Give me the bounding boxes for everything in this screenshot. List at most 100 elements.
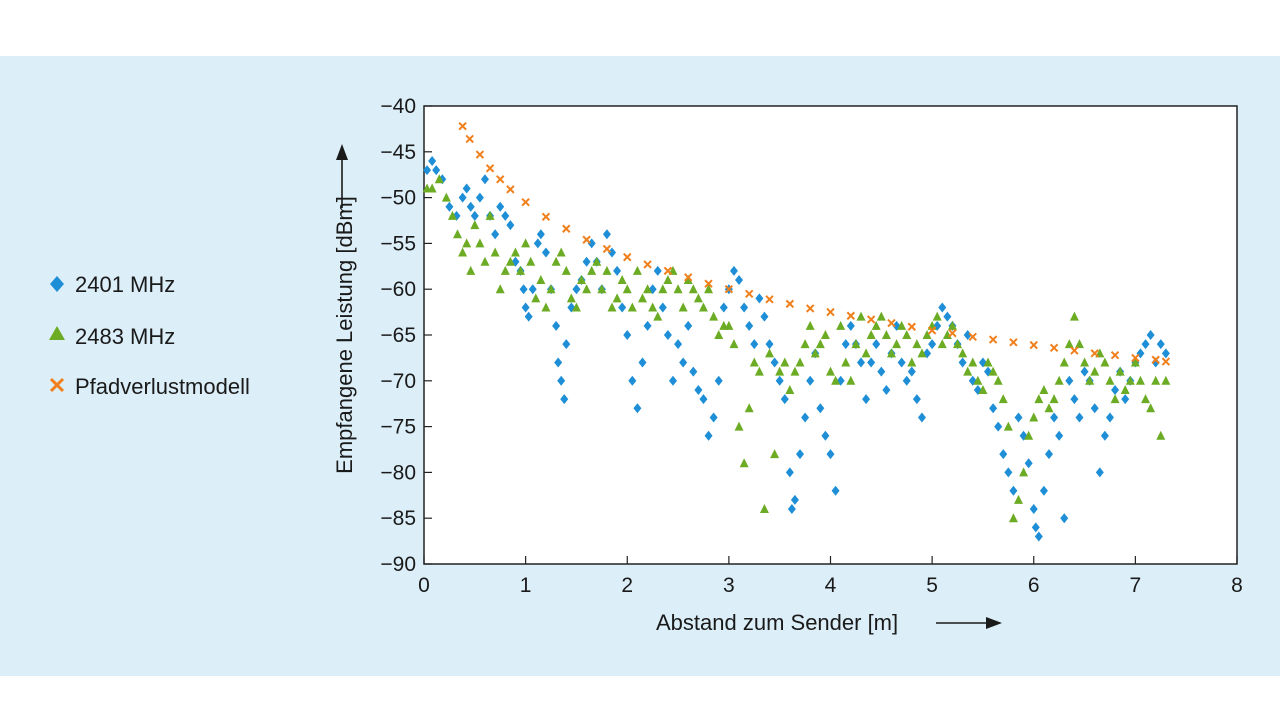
legend-marker-2483-triangle-icon <box>49 326 65 340</box>
data-point <box>1008 513 1018 523</box>
data-point <box>551 256 561 266</box>
data-point <box>740 302 749 313</box>
data-point <box>475 192 484 203</box>
data-point <box>826 449 835 460</box>
y-tick-label: −60 <box>380 278 416 301</box>
data-point <box>1014 412 1023 423</box>
data-point <box>653 311 663 321</box>
data-point <box>587 238 596 249</box>
data-point <box>1075 412 1084 423</box>
data-point <box>560 394 569 405</box>
data-point <box>1074 339 1084 349</box>
data-point <box>754 366 764 376</box>
data-point <box>836 320 846 330</box>
data-point <box>699 394 708 405</box>
data-point <box>453 229 463 239</box>
data-point <box>815 339 825 349</box>
data-point <box>613 265 622 276</box>
data-point <box>770 449 780 459</box>
data-point <box>638 357 647 368</box>
data-point <box>1130 357 1140 367</box>
data-point <box>851 339 861 349</box>
data-point <box>856 357 865 368</box>
data-point <box>637 293 647 303</box>
data-point <box>521 302 530 313</box>
data-point <box>1146 330 1155 340</box>
data-point <box>785 384 795 394</box>
data-point <box>1131 353 1140 363</box>
data-point <box>536 275 546 285</box>
data-point <box>806 375 815 386</box>
y-tick-label: −50 <box>380 187 416 210</box>
legend-label-model: Pfadverlustmodell <box>75 374 250 399</box>
data-point <box>1070 394 1079 405</box>
data-point <box>582 284 592 294</box>
x-tick-label: 1 <box>520 574 532 597</box>
data-point <box>937 339 947 349</box>
data-point <box>862 394 871 405</box>
data-point <box>765 295 774 304</box>
data-point <box>729 265 738 276</box>
data-point <box>958 348 968 358</box>
data-point <box>872 339 881 350</box>
data-point <box>679 357 688 368</box>
x-axis-title: Abstand zum Sender [m] <box>656 610 898 635</box>
data-point <box>866 315 876 324</box>
data-point <box>1055 430 1064 441</box>
data-point <box>447 210 457 220</box>
data-point <box>1039 485 1048 496</box>
data-point <box>1080 366 1089 377</box>
data-point <box>577 275 587 285</box>
data-point <box>1095 467 1104 478</box>
data-point <box>519 284 528 295</box>
data-point <box>663 275 673 285</box>
data-point <box>480 256 490 266</box>
data-point <box>587 265 597 275</box>
data-point <box>693 293 703 303</box>
data-point <box>597 284 607 294</box>
data-point <box>683 275 693 285</box>
data-point <box>1125 375 1135 385</box>
data-point <box>556 247 566 257</box>
data-point <box>719 302 728 313</box>
data-point <box>627 302 637 312</box>
y-axis-arrow-icon <box>336 144 348 208</box>
data-point <box>988 335 998 344</box>
data-point <box>684 273 693 282</box>
series-2401-mhz <box>423 155 1170 542</box>
data-point <box>709 412 718 423</box>
data-point <box>632 265 642 275</box>
data-point <box>1146 403 1156 413</box>
data-point <box>554 357 563 368</box>
data-point <box>1121 394 1130 405</box>
data-point <box>704 279 713 288</box>
data-point <box>506 220 515 231</box>
data-point <box>506 185 515 194</box>
y-tick-label: −90 <box>380 553 416 576</box>
data-point <box>688 284 698 294</box>
data-point <box>1039 384 1049 394</box>
y-axis-title: Empfangene Leistung [dBm] <box>332 196 357 474</box>
data-point <box>922 330 932 339</box>
data-point <box>1009 485 1018 496</box>
y-tick-label: −55 <box>380 232 416 255</box>
data-point <box>648 302 658 312</box>
data-point <box>866 330 876 339</box>
data-point <box>1120 384 1130 394</box>
y-tick-label: −45 <box>380 141 416 164</box>
data-point <box>480 174 489 185</box>
data-point <box>1080 357 1090 367</box>
data-point <box>881 330 891 339</box>
data-point <box>674 339 683 350</box>
data-point <box>510 247 520 257</box>
data-point <box>1031 522 1040 533</box>
data-point <box>765 339 774 350</box>
data-point <box>907 357 917 367</box>
data-point <box>1090 403 1099 414</box>
data-point <box>765 348 775 358</box>
data-point <box>796 449 805 460</box>
data-point <box>963 366 973 376</box>
data-point <box>887 318 896 328</box>
data-point <box>989 403 998 414</box>
data-point <box>689 366 698 377</box>
